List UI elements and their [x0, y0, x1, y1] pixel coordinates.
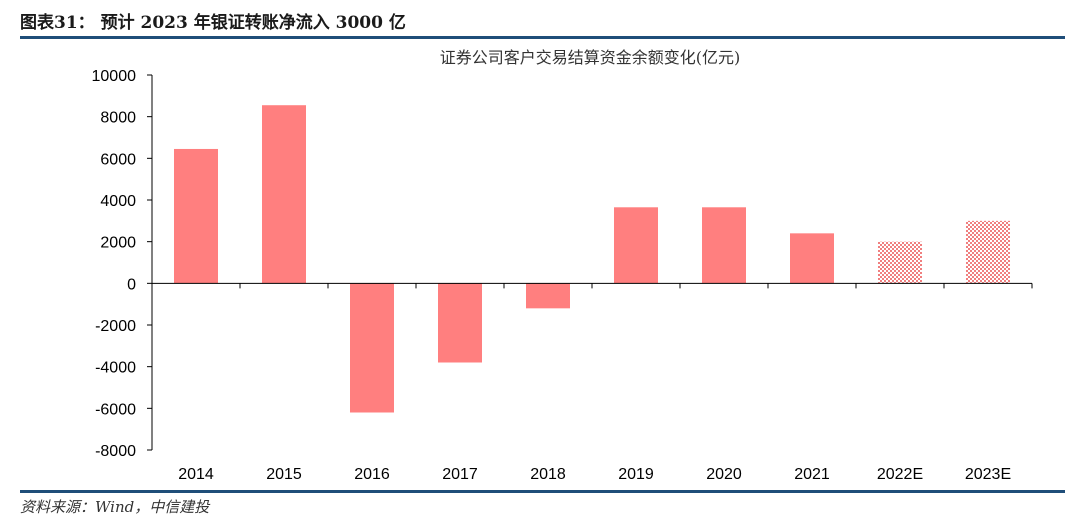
bar-2020 — [702, 207, 746, 284]
bar-2015 — [262, 105, 306, 284]
x-tick-label: 2017 — [442, 466, 478, 483]
bar-2022E — [878, 241, 922, 284]
x-tick-label: 2015 — [266, 466, 302, 483]
y-tick-label: -4000 — [95, 360, 136, 377]
figure-header: 图表31： 预计 2023 年银证转账净流入 3000 亿 — [20, 6, 1065, 39]
x-tick-label: 2014 — [178, 466, 214, 483]
y-tick-label: 6000 — [100, 151, 136, 168]
bar-2017 — [438, 283, 482, 363]
x-tick-label: 2019 — [618, 466, 654, 483]
bar-2018 — [526, 283, 570, 309]
figure-footer: 资料来源：Wind，中信建投 — [20, 490, 1065, 516]
x-tick-label: 2021 — [794, 466, 830, 483]
bar-2019 — [614, 207, 658, 284]
y-tick-label: 8000 — [100, 110, 136, 127]
bar-2023E — [966, 220, 1010, 284]
x-tick-labels: 2014 2015 2016 2017 2018 2019 2020 2021 2022E 202… — [178, 466, 1011, 483]
y-tick-label: 4000 — [100, 193, 136, 210]
bar-2014 — [174, 148, 218, 284]
x-tick-label: 2016 — [354, 466, 390, 483]
bar-2021 — [790, 233, 834, 284]
y-tick-label: 0 — [127, 276, 136, 293]
bar-2016 — [350, 283, 394, 413]
x-tick-label: 2020 — [706, 466, 742, 483]
figure-title: 图表31： 预计 2023 年银证转账净流入 3000 亿 — [20, 13, 406, 33]
source-note: 资料来源：Wind，中信建投 — [20, 498, 210, 516]
x-tick-label: 2018 — [530, 466, 566, 483]
x-tick-label: 2023E — [965, 466, 1011, 483]
y-tick-label: 2000 — [100, 235, 136, 252]
y-tick-label: 10000 — [92, 68, 137, 85]
chart-title: 证券公司客户交易结算资金余额变化(亿元) — [440, 48, 741, 67]
axes-group — [147, 74, 1033, 451]
y-tick-label: -6000 — [95, 401, 136, 418]
y-tick-label: -8000 — [95, 443, 136, 460]
y-tick-label: -2000 — [95, 318, 136, 335]
x-tick-label: 2022E — [877, 466, 923, 483]
y-tick-labels: 10000 8000 6000 4000 2000 0 -2000 -4000 -6000 -80… — [92, 68, 137, 460]
bars-group — [174, 105, 1010, 413]
